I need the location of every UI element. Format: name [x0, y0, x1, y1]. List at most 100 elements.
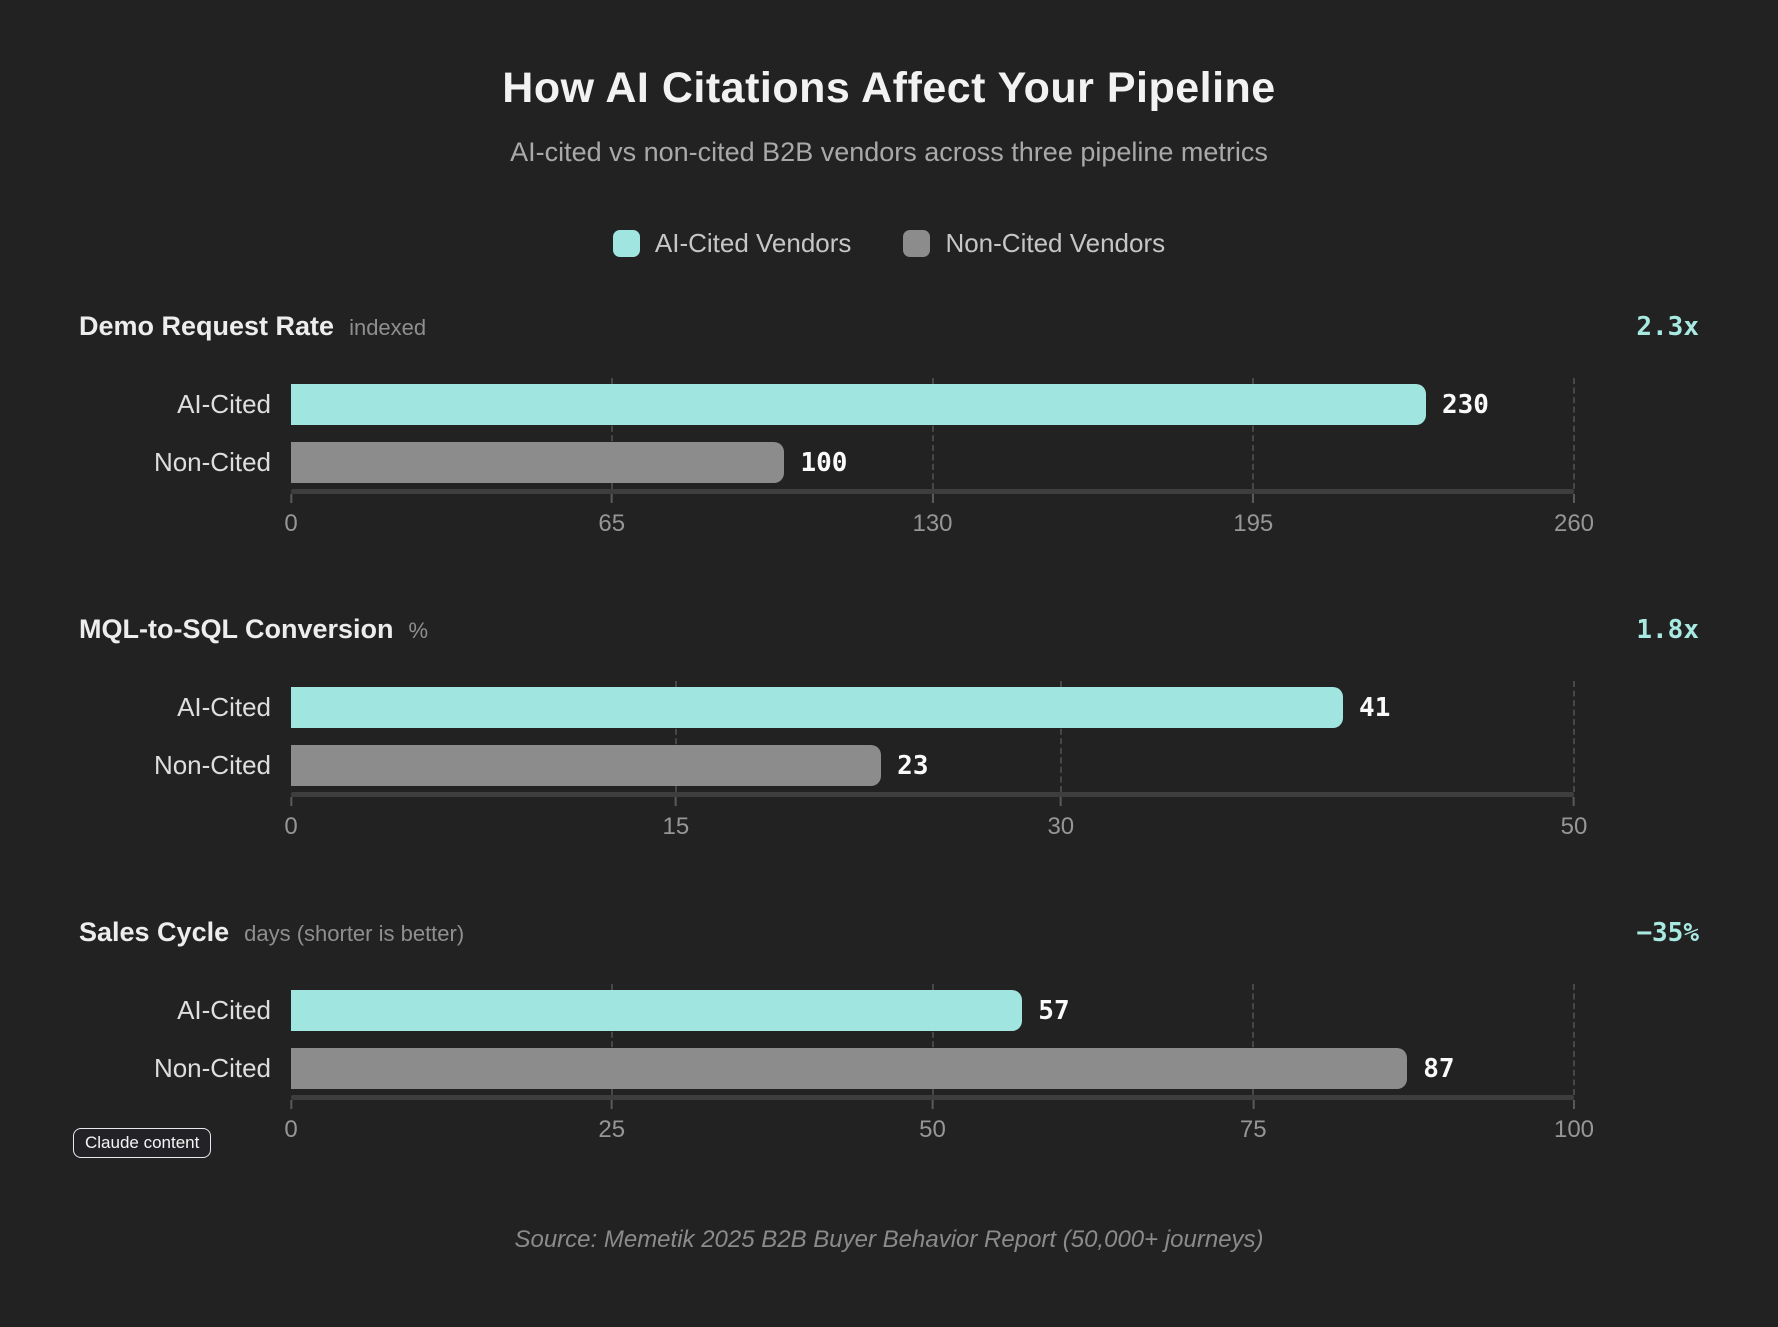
claude-content-badge: Claude content: [73, 1128, 212, 1158]
chart-body: AI-Cited Non-Cited 41 23: [79, 681, 1699, 845]
chart-title: MQL-to-SQL Conversion: [79, 614, 394, 644]
tick-label: 75: [1239, 1116, 1267, 1143]
gridlines: [291, 681, 1575, 792]
tick-label: 65: [598, 510, 626, 537]
gridline: [1573, 984, 1575, 1095]
x-tick: 75: [1240, 1100, 1267, 1144]
gridlines: [291, 378, 1575, 489]
bar-value: 87: [1423, 1053, 1455, 1084]
x-tick: 260: [1554, 494, 1594, 538]
x-axis-ticks: 0 65 130 195 260: [284, 494, 1594, 542]
tick-mark: [1572, 494, 1575, 503]
tick-mark: [289, 1100, 292, 1109]
legend-label-ai-cited: AI-Cited Vendors: [654, 228, 852, 258]
chart-demo-request-rate: Demo Request Rate indexed 2.3x AI-Cited …: [79, 311, 1699, 542]
chart-sales-cycle: Sales Cycle days (shorter is better) −35…: [79, 917, 1699, 1148]
tick-label: 130: [912, 510, 953, 537]
chart-body: AI-Cited Non-Cited 230 100: [79, 378, 1699, 542]
legend-item-non-cited: Non-Cited Vendors: [903, 228, 1165, 259]
tick-label: 50: [1560, 813, 1588, 840]
source-attribution: Source: Memetik 2025 B2B Buyer Behavior …: [514, 1226, 1264, 1253]
delta-badge: −35%: [1636, 918, 1699, 948]
gridline: [610, 378, 613, 489]
plot-area: 230 100: [291, 378, 1575, 489]
x-tick: 30: [1047, 797, 1074, 841]
tick-mark: [674, 797, 677, 806]
bars: 230 100: [291, 378, 1574, 489]
x-tick: 25: [598, 1100, 625, 1144]
category-labels: AI-Cited Non-Cited: [79, 378, 291, 542]
gridlines: [291, 984, 1575, 1095]
tick-mark: [289, 494, 292, 503]
bar-value: 57: [1038, 995, 1070, 1026]
x-tick: 0: [284, 1100, 298, 1144]
category-label-non-cited: Non-Cited: [153, 1053, 271, 1083]
chart-unit: days (shorter is better): [244, 921, 465, 946]
legend: AI-Cited Vendors Non-Cited Vendors: [0, 228, 1778, 259]
chart-header: Sales Cycle days (shorter is better) −35…: [79, 917, 1699, 948]
page-subtitle: AI-cited vs non-cited B2B vendors across…: [510, 137, 1268, 167]
plot: 230 100 0 65 130 195 260: [284, 378, 1594, 542]
chart-page: How AI Citations Affect Your Pipeline AI…: [0, 64, 1778, 1253]
bars: 41 23: [291, 681, 1574, 792]
bar-value: 41: [1359, 692, 1391, 723]
category-labels: AI-Cited Non-Cited: [79, 681, 291, 845]
x-tick: 195: [1233, 494, 1273, 538]
tick-label: 100: [1553, 1116, 1595, 1143]
plot-area: 41 23: [291, 681, 1575, 792]
tick-label: 260: [1553, 510, 1595, 537]
tick-mark: [1059, 797, 1062, 806]
gridline: [610, 984, 613, 1095]
tick-mark: [1252, 494, 1255, 503]
chart-header: MQL-to-SQL Conversion % 1.8x: [79, 614, 1699, 645]
bar-ai-cited: 41: [291, 687, 1390, 728]
tick-mark: [289, 797, 292, 806]
gridline: [1573, 378, 1575, 489]
x-tick: 15: [662, 797, 690, 841]
legend-label-non-cited: Non-Cited Vendors: [945, 228, 1166, 258]
legend-item-ai-cited: AI-Cited Vendors: [612, 228, 852, 259]
x-tick: 100: [1554, 1100, 1594, 1144]
page-title: How AI Citations Affect Your Pipeline: [502, 64, 1276, 112]
x-axis-ticks: 0 25 50 75 100: [284, 1100, 1594, 1148]
tick-mark: [931, 494, 934, 503]
charts-container: Demo Request Rate indexed 2.3x AI-Cited …: [79, 311, 1699, 1148]
tick-label: 0: [284, 1116, 298, 1143]
bar-value: 230: [1441, 389, 1489, 420]
chart-header: Demo Request Rate indexed 2.3x: [79, 311, 1699, 342]
bar-value: 100: [800, 447, 848, 478]
tick-mark: [1572, 1100, 1575, 1109]
x-tick: 0: [284, 494, 298, 538]
chart-unit: %: [408, 618, 429, 643]
bar-ai-cited: 57: [291, 990, 1070, 1031]
category-label-ai-cited: AI-Cited: [177, 995, 271, 1025]
category-label-ai-cited: AI-Cited: [177, 389, 271, 419]
tick-mark: [1252, 1100, 1255, 1109]
legend-swatch-ai-cited: [612, 230, 640, 257]
gridline: [674, 681, 677, 792]
category-label-non-cited: Non-Cited: [153, 750, 271, 780]
chart-title: Sales Cycle: [79, 917, 230, 947]
chart-mql-to-sql-conversion: MQL-to-SQL Conversion % 1.8x AI-Cited No…: [79, 614, 1699, 845]
tick-label: 15: [662, 813, 690, 840]
x-tick: 130: [912, 494, 953, 538]
chart-unit: indexed: [349, 315, 427, 340]
bar-non-cited: 23: [291, 745, 928, 786]
tick-label: 0: [284, 813, 298, 840]
x-axis-line: [291, 792, 1574, 797]
gridline: [1252, 378, 1255, 489]
legend-swatch-non-cited: [903, 230, 931, 257]
x-tick: 50: [919, 1100, 946, 1144]
tick-mark: [610, 1100, 613, 1109]
delta-badge: 2.3x: [1636, 312, 1699, 342]
gridline: [1059, 681, 1062, 792]
bar-value: 23: [897, 750, 929, 781]
bar-non-cited: 87: [291, 1048, 1455, 1089]
plot: 41 23 0 15 30 50: [284, 681, 1587, 845]
x-axis-line: [291, 489, 1574, 494]
tick-label: 50: [919, 1116, 946, 1143]
x-tick: 65: [598, 494, 625, 538]
tick-label: 25: [598, 1116, 626, 1143]
gridline: [931, 378, 934, 489]
tick-mark: [610, 494, 613, 503]
